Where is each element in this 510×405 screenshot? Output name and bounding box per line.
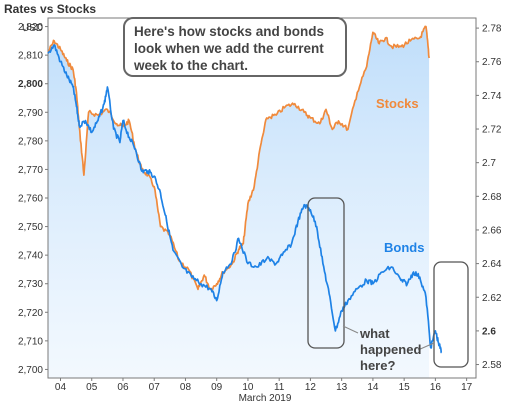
right-axis-tick-label: 2.74	[482, 91, 502, 102]
annotation-pointer-left	[342, 325, 359, 334]
x-axis-tick-label: 12	[305, 382, 317, 393]
x-axis-tick-label: 16	[430, 382, 442, 393]
callout-box: Here's how stocks and bonds look when we…	[123, 17, 347, 77]
right-axis-tick-label: 2.76	[482, 57, 502, 68]
left-axis-tick-label: 2,750	[18, 222, 43, 233]
annotation-line-2: happened	[360, 342, 421, 357]
right-axis-tick-label: 2.62	[482, 293, 502, 304]
right-axis-tick-label: 2.64	[482, 259, 502, 270]
x-axis-tick-label: 14	[367, 382, 379, 393]
left-axis-tick-label: 2,780	[18, 136, 43, 147]
bonds-series-line	[47, 44, 443, 354]
annotation-line-1: what	[359, 326, 390, 341]
callout-frame	[123, 17, 347, 77]
x-axis-tick-label: 07	[149, 382, 161, 393]
x-axis-tick-label: 17	[461, 382, 473, 393]
left-axis-tick-label: 2,770	[18, 165, 43, 176]
left-axis-tick-label: 2,720	[18, 308, 43, 319]
x-axis-tick-label: 05	[86, 382, 98, 393]
stocks-area-fill	[48, 26, 430, 379]
chart-title: Rates vs Stocks	[4, 2, 96, 16]
x-axis-tick-label: 13	[336, 382, 348, 393]
right-axis-tick-label: 2.78	[482, 24, 502, 35]
stocks-series-line	[47, 25, 430, 291]
right-axis-tick-label: 2.72	[482, 125, 502, 136]
left-axis-unit: USD	[22, 23, 43, 34]
callout-line-3: week to the chart.	[133, 58, 248, 73]
x-axis-tick-label: 11	[274, 382, 285, 393]
left-axis-tick-label: 2,820	[18, 22, 43, 33]
left-axis-tick-label: 2,810	[18, 51, 43, 62]
bonds-series-label: Bonds	[384, 240, 424, 255]
left-axis-tick-label: 2,710	[18, 336, 43, 347]
x-axis-tick-label: 04	[55, 382, 67, 393]
left-axis-tick-label: 2,800	[18, 79, 43, 90]
left-axis-tick-label: 2,790	[18, 108, 43, 119]
right-axis-tick-label: 2.58	[482, 360, 502, 371]
x-axis-tick-label: 08	[180, 382, 192, 393]
x-axis-tick-label: 09	[211, 382, 223, 393]
annotation-pointer-right	[417, 342, 435, 351]
left-axis-tick-label: 2,700	[18, 365, 43, 376]
left-axis-tick-label: 2,730	[18, 279, 43, 290]
x-axis-tick-label: 15	[399, 382, 411, 393]
highlight-box-week-1	[307, 197, 345, 349]
highlight-box-week-2	[433, 261, 469, 368]
stocks-series-label: Stocks	[376, 96, 419, 111]
right-axis-tick-label: 2.6	[482, 326, 496, 337]
callout-line-2: look when we add the current	[134, 41, 324, 56]
right-axis-tick-label: 2.7	[482, 158, 496, 169]
right-axis-tick-label: 2.66	[482, 225, 502, 236]
right-axis-tick-label: 2.68	[482, 192, 502, 203]
left-axis-tick-label: 2,760	[18, 194, 43, 205]
callout-line-1: Here's how stocks and bonds	[134, 24, 324, 39]
left-axis-tick-label: 2,740	[18, 251, 43, 262]
x-axis-tick-label: 10	[242, 382, 254, 393]
annotation-line-3: here?	[360, 358, 395, 373]
x-axis-label: March 2019	[239, 393, 292, 404]
x-axis-tick-label: 06	[117, 382, 129, 393]
